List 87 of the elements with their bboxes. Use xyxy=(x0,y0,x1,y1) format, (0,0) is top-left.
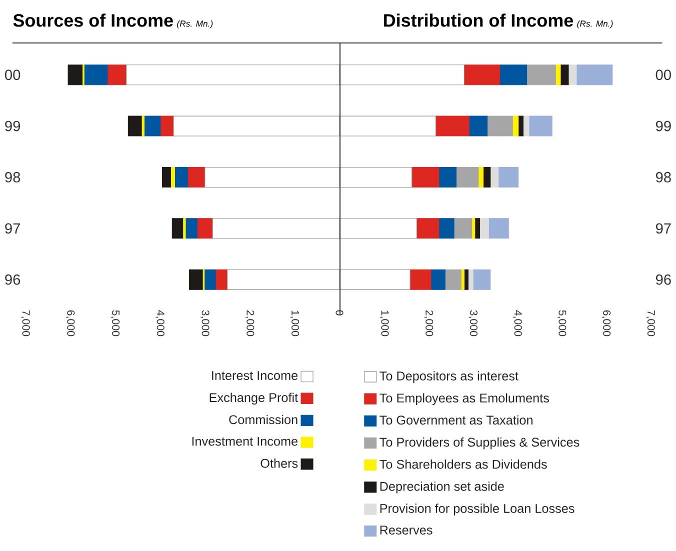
bar xyxy=(479,218,489,239)
y-tick-label: 97 xyxy=(656,223,671,234)
y-tick-label: 99 xyxy=(656,120,671,132)
legend-label: To Depositors as interest xyxy=(380,371,518,383)
bar xyxy=(438,218,454,239)
bar xyxy=(488,218,509,239)
bar xyxy=(160,116,174,136)
bar xyxy=(128,116,142,136)
x-tick-label: 3,000 xyxy=(468,310,478,336)
bar xyxy=(188,269,204,290)
legend-label: Provision for possible Loan Losses xyxy=(380,504,574,516)
legend-label: To Government as Taxation xyxy=(380,415,532,425)
y-tick-label: 96 xyxy=(656,274,671,285)
bar xyxy=(512,116,519,136)
bar xyxy=(412,166,440,188)
bar xyxy=(468,116,488,136)
bar xyxy=(468,269,474,290)
legend-label: Reserves xyxy=(380,526,432,534)
y-tick-label: 98 xyxy=(656,172,671,182)
bar xyxy=(490,166,499,188)
bar xyxy=(560,64,569,85)
x-tick-label: 7,000 xyxy=(21,310,30,336)
bar xyxy=(410,269,432,290)
x-tick-label: 6,000 xyxy=(602,310,611,336)
bar xyxy=(454,218,472,239)
y-tick-label: 98 xyxy=(5,172,20,182)
legend-label: Investment Income xyxy=(192,436,298,446)
bar xyxy=(474,218,480,239)
legend-label: Exchange Profit xyxy=(210,392,298,404)
legend-label: To Shareholders as Dividends xyxy=(380,459,547,469)
bar xyxy=(175,166,189,188)
bar xyxy=(216,269,228,290)
bar xyxy=(464,64,500,85)
bar xyxy=(172,218,184,239)
bar xyxy=(526,64,556,85)
y-tick-label: 96 xyxy=(5,274,20,285)
legend-label: Others xyxy=(260,458,298,468)
y-tick-label: 00 xyxy=(656,70,671,80)
x-tick-label: 1,000 xyxy=(380,310,389,336)
chart-title: Sources of Income xyxy=(13,13,173,27)
x-tick-label: 7,000 xyxy=(646,310,655,336)
x-tick-label: 1,000 xyxy=(290,310,300,336)
bar xyxy=(436,116,470,136)
bar xyxy=(456,166,479,188)
bar xyxy=(498,166,519,188)
x-tick-label: 4,000 xyxy=(156,310,164,336)
bar xyxy=(144,116,162,136)
bar xyxy=(487,116,513,136)
x-tick-label: 5,000 xyxy=(557,310,566,336)
chart-subtitle: (Rs. Mn.) xyxy=(177,20,213,28)
chart-title: Distribution of Income xyxy=(384,13,573,27)
bar xyxy=(162,166,172,188)
bar xyxy=(197,218,213,239)
bar xyxy=(438,166,457,188)
bar xyxy=(108,64,127,85)
bar xyxy=(204,269,216,290)
x-tick-label: 3,000 xyxy=(200,310,210,336)
bar xyxy=(84,64,108,85)
bar xyxy=(188,166,206,188)
x-tick-label: 2,000 xyxy=(245,310,254,336)
bar xyxy=(68,64,84,85)
y-tick-label: 00 xyxy=(5,70,20,80)
x-tick-label: 2,000 xyxy=(424,310,434,336)
chart-subtitle: (Rs. Mn.) xyxy=(577,20,613,28)
y-tick-label: 99 xyxy=(5,120,20,132)
bar xyxy=(576,64,613,85)
bar xyxy=(568,64,577,85)
bar xyxy=(472,269,491,290)
legend-label: Commission xyxy=(229,414,298,424)
x-tick-label: 6,000 xyxy=(66,310,75,336)
bar xyxy=(483,166,491,188)
legend-label: To Employees as Emoluments xyxy=(380,393,549,405)
legend-label: Interest Income xyxy=(212,371,298,380)
bar xyxy=(555,64,561,85)
bar xyxy=(522,116,530,136)
legend-label: To Providers of Supplies & Services xyxy=(380,437,580,450)
legend-label: Depreciation set aside xyxy=(380,481,504,494)
bar xyxy=(528,116,552,136)
bar xyxy=(444,269,462,290)
bar xyxy=(499,64,528,85)
bar xyxy=(430,269,446,290)
y-tick-label: 97 xyxy=(5,223,20,234)
bar xyxy=(416,218,440,239)
bar xyxy=(518,116,524,136)
bar xyxy=(186,218,198,239)
x-tick-label: 5,000 xyxy=(110,310,120,336)
x-tick-label: 4,000 xyxy=(513,310,522,336)
